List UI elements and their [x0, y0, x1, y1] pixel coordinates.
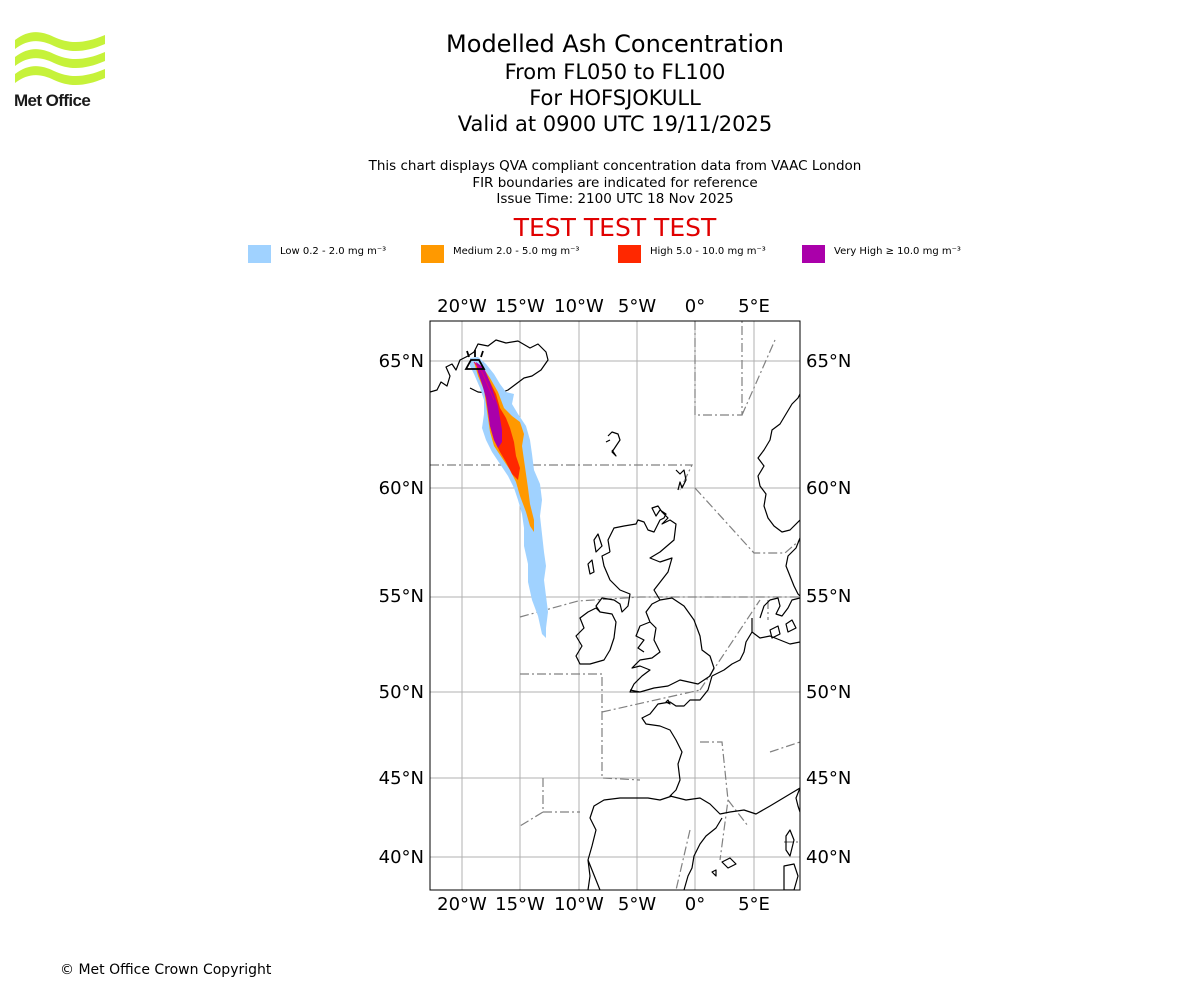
- lat-tick-left-60n: 60°N: [379, 478, 424, 499]
- volcano-eruption-lines: [466, 350, 484, 358]
- legend-swatch-very-high: [802, 245, 825, 263]
- volcano-icon: [464, 350, 486, 370]
- denmark-coast: [759, 597, 800, 639]
- volcano-name: For HOFSJOKULL: [529, 86, 701, 110]
- lat-tick-right-40n: 40°N: [806, 847, 851, 868]
- lat-tick-right-55n: 55°N: [806, 586, 851, 607]
- fir-line-france: [700, 741, 729, 861]
- scotland-west-coast: [595, 551, 631, 613]
- ash-core-outline: [473, 361, 495, 401]
- met-office-waves-icon: [15, 32, 105, 86]
- legend-label-very-high: Very High ≥ 10.0 mg m⁻³: [834, 246, 961, 257]
- fir-line-north-sea: [694, 487, 800, 554]
- corsica-coast: [785, 829, 795, 857]
- lon-tick-top-5w: 5°W: [618, 296, 656, 317]
- chart-title: Modelled Ash Concentration: [446, 30, 784, 58]
- spain-east-coast: [683, 817, 723, 890]
- volcano-cone: [464, 359, 486, 370]
- fir-line-norway-sea: [694, 321, 743, 416]
- lat-tick-right-50n: 50°N: [806, 682, 851, 703]
- lat-tick-right-60n: 60°N: [806, 478, 851, 499]
- wales-coast: [635, 621, 651, 653]
- fir-line-shanwick: [520, 673, 641, 781]
- lon-tick-top-15w: 15°W: [495, 296, 545, 317]
- lat-tick-left-65n: 65°N: [379, 351, 424, 372]
- map-graticule: [430, 321, 800, 890]
- lon-tick-top-10w: 10°W: [554, 296, 604, 317]
- lat-tick-right-65n: 65°N: [806, 351, 851, 372]
- flight-levels: From FL050 to FL100: [504, 60, 726, 84]
- italy-coast: [795, 787, 800, 813]
- fir-line-ne: [741, 339, 776, 416]
- sardinia-coast: [783, 863, 799, 890]
- lon-tick-bottom-0: 0°: [685, 894, 705, 915]
- hebrides-coast: [587, 533, 603, 575]
- chart-info: This chart displays QVA compliant concen…: [315, 158, 915, 208]
- germany-coast: [751, 631, 800, 645]
- coastlines: [430, 339, 800, 890]
- logo-text: Met Office: [14, 91, 91, 110]
- lon-tick-bottom-15w: 15°W: [495, 894, 545, 915]
- valid-time: Valid at 0900 UTC 19/11/2025: [457, 112, 773, 136]
- channel-islands-coast: [665, 699, 671, 705]
- mallorca-coast: [711, 857, 737, 877]
- ash-plume: [470, 357, 548, 638]
- lon-tick-bottom-5w: 5°W: [618, 894, 656, 915]
- lon-tick-bottom-10w: 10°W: [554, 894, 604, 915]
- lat-tick-left-55n: 55°N: [379, 586, 424, 607]
- england-coast: [629, 597, 715, 693]
- issue-time: Issue Time: 2100 UTC 18 Nov 2025: [496, 191, 734, 208]
- fir-line-med: [727, 799, 749, 827]
- shetland-coast: [675, 469, 687, 491]
- lat-tick-left-40n: 40°N: [379, 847, 424, 868]
- iceland-coast: [430, 339, 549, 395]
- legend-label-high: High 5.0 - 10.0 mg m⁻³: [650, 246, 766, 257]
- legend-label-low: Low 0.2 - 2.0 mg m⁻³: [280, 246, 387, 257]
- legend-swatch-low: [248, 245, 271, 263]
- map-frame: [429, 320, 801, 891]
- info-line-2: FIR boundaries are indicated for referen…: [472, 174, 758, 191]
- lon-tick-top-0: 0°: [685, 296, 705, 317]
- benelux-coast: [711, 618, 753, 677]
- met-office-logo: Met Office: [14, 30, 110, 112]
- lon-tick-bottom-20w: 20°W: [437, 894, 487, 915]
- portugal-coast: [587, 859, 601, 890]
- copyright-notice: © Met Office Crown Copyright: [60, 962, 272, 978]
- lat-tick-right-45n: 45°N: [806, 768, 851, 789]
- ireland-coast: [575, 607, 617, 665]
- chart-title-block: Modelled Ash Concentration From FL050 to…: [315, 30, 915, 137]
- legend-swatch-medium: [421, 245, 444, 263]
- lon-tick-top-5e: 5°E: [738, 296, 770, 317]
- france-coast: [641, 675, 800, 815]
- test-banner: TEST TEST TEST: [513, 213, 717, 242]
- lon-tick-top-20w: 20°W: [437, 296, 487, 317]
- fir-line-spain: [675, 829, 691, 890]
- scotland-coast: [607, 505, 677, 601]
- legend-label-medium: Medium 2.0 - 5.0 mg m⁻³: [453, 246, 580, 257]
- fir-line-alps: [769, 741, 800, 753]
- norway-coast: [757, 393, 800, 533]
- legend-swatch-high: [618, 245, 641, 263]
- info-line-1: This chart displays QVA compliant concen…: [368, 158, 862, 174]
- ash-very-high-concentration: [476, 362, 502, 448]
- faroe-coast: [605, 431, 621, 457]
- sweden-coast: [785, 537, 800, 597]
- lat-tick-left-45n: 45°N: [379, 768, 424, 789]
- lon-tick-bottom-5e: 5°E: [738, 894, 770, 915]
- lat-tick-left-50n: 50°N: [379, 682, 424, 703]
